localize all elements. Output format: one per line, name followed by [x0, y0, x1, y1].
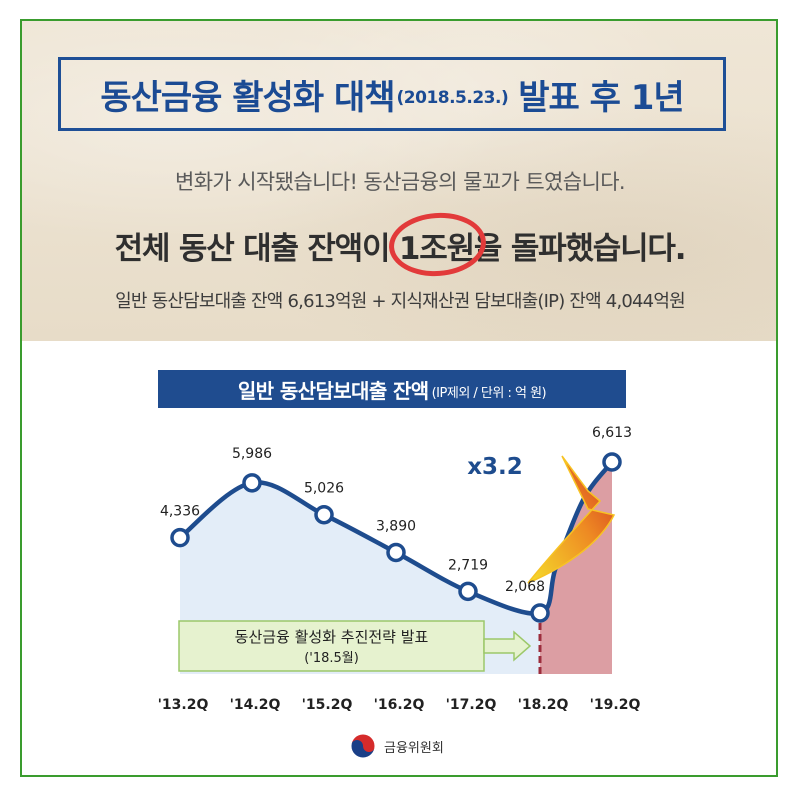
data-label: 2,719 — [448, 557, 488, 573]
paper-background — [22, 21, 776, 341]
growth-arrow — [527, 455, 616, 584]
headline: 전체 동산 대출 잔액이 1조원 을 돌파했습니다. — [0, 209, 800, 280]
growth-label: x3.2 — [467, 454, 523, 480]
title-box: 동산금융 활성화 대책 (2018.5.23.) 발표 후 1년 — [58, 57, 726, 131]
data-label: 5,026 — [304, 481, 344, 497]
data-point — [386, 542, 406, 563]
annotation-line2: ('18.5월) — [304, 651, 359, 666]
x-tick-label: '13.2Q — [158, 697, 209, 713]
annotation-arrow-icon — [483, 630, 532, 662]
chart-title-bar: 일반 동산담보대출 잔액 (IP제외 / 단위 : 억 원) — [158, 370, 626, 408]
data-point — [170, 527, 190, 548]
data-point — [458, 581, 478, 602]
x-tick-label: '19.2Q — [590, 697, 641, 713]
headline-emphasis: 1조원 — [386, 209, 489, 280]
data-point — [314, 504, 334, 525]
data-point — [242, 473, 262, 493]
x-tick-label: '14.2Q — [230, 697, 281, 713]
logo: 금융위원회 — [350, 733, 444, 759]
org-name: 금융위원회 — [384, 740, 444, 756]
x-tick-label: '16.2Q — [374, 697, 425, 713]
x-tick-label: '17.2Q — [446, 697, 497, 713]
detail-text: 일반 동산담보대출 잔액 6,613억원 + 지식재산권 담보대출(IP) 잔액… — [115, 291, 686, 312]
data-label: 2,068 — [505, 579, 545, 595]
taegeuk-logo-icon — [350, 733, 376, 759]
data-label: 5,986 — [232, 446, 272, 462]
data-point — [530, 603, 550, 623]
data-label: 3,890 — [376, 518, 416, 534]
title-suffix: 발표 후 1년 — [518, 77, 684, 118]
data-point — [602, 452, 622, 472]
x-tick-label: '18.2Q — [518, 697, 569, 713]
series-line — [177, 459, 615, 616]
annotation-callout: 동산금융 활성화 추진전략 발표 ('18.5월) — [178, 620, 532, 672]
chart-unit: (IP제외 / 단위 : 억 원) — [431, 386, 547, 401]
headline-emphasis-text: 1조원 — [398, 231, 475, 267]
title-main: 동산금융 활성화 대책 — [100, 77, 395, 118]
data-label: 6,613 — [592, 425, 632, 441]
headline-before: 전체 동산 대출 잔액이 — [114, 231, 399, 267]
subtitle: 변화가 시작됐습니다! 동산금융의 물꼬가 트였습니다. — [174, 170, 626, 194]
chart-title: 일반 동산담보대출 잔액 — [237, 378, 429, 403]
outer-frame — [20, 19, 778, 777]
data-label: 4,336 — [160, 504, 200, 520]
title-date: (2018.5.23.) — [396, 88, 509, 108]
x-tick-label: '15.2Q — [302, 697, 353, 713]
annotation-line1: 동산금융 활성화 추진전략 발표 — [235, 628, 429, 646]
headline-after: 을 돌파했습니다. — [473, 231, 687, 267]
